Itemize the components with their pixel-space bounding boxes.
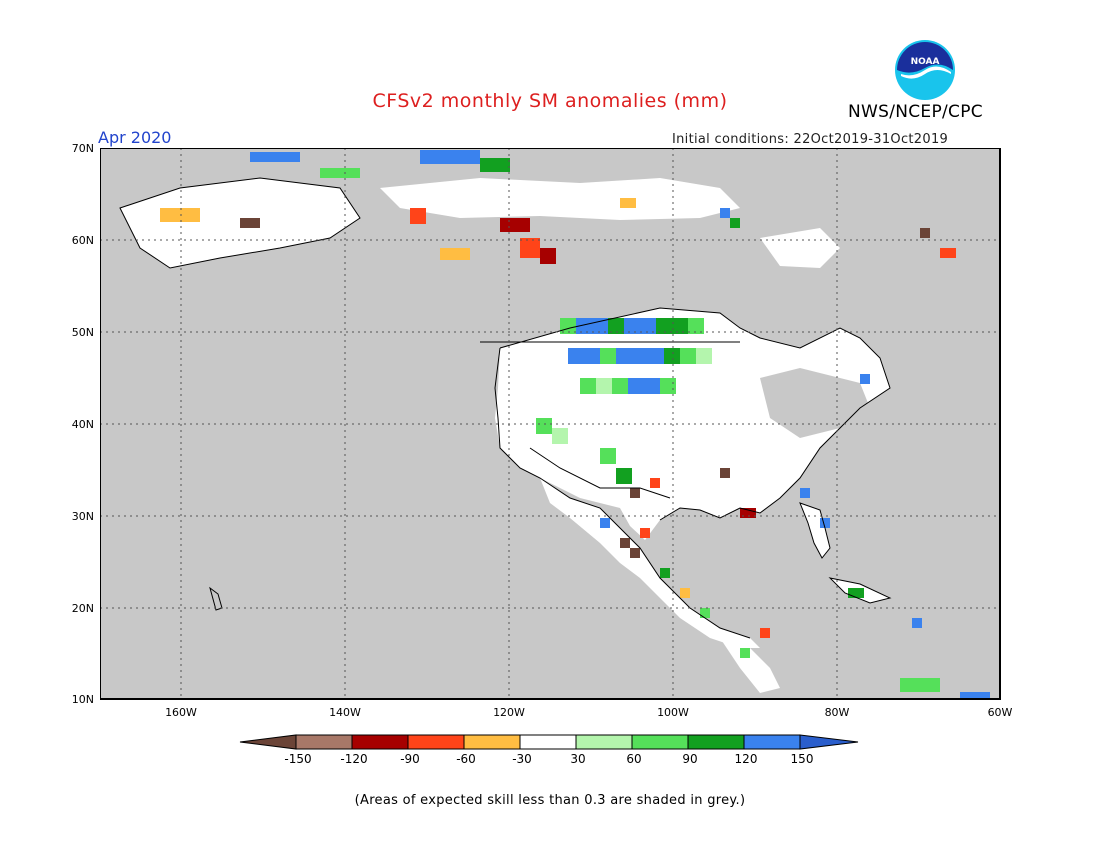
lat-label-70n: 70N (71, 142, 94, 155)
lat-label-40n: 40N (71, 418, 94, 431)
colorbar-segment (351, 734, 409, 750)
lon-label-100w: 100W (657, 706, 689, 719)
lat-label-10n: 10N (71, 693, 94, 706)
colorbar-segment (687, 734, 745, 750)
colorbar-label: -150 (284, 752, 312, 766)
colorbar-label: -30 (512, 752, 532, 766)
lon-label-80w: 80W (824, 706, 850, 719)
anomaly-cells (160, 150, 990, 698)
colorbar-segment (631, 734, 689, 750)
colorbar-label: 90 (682, 752, 698, 766)
map-panel (100, 148, 1001, 700)
colorbar-segment (239, 734, 297, 750)
land-grey-low-skill (420, 223, 870, 438)
lat-label-20n: 20N (71, 602, 94, 615)
colorbar-segment (463, 734, 521, 750)
colorbar-segment (519, 734, 577, 750)
skill-footnote: (Areas of expected skill less than 0.3 a… (354, 793, 746, 808)
colorbar (239, 734, 859, 750)
colorbar-label: 150 (790, 752, 814, 766)
colorbar-segment (743, 734, 801, 750)
colorbar-label: -60 (456, 752, 476, 766)
colorbar-segment (575, 734, 633, 750)
lon-label-160w: 160W (165, 706, 197, 719)
lat-label-50n: 50N (71, 326, 94, 339)
colorbar-segment (295, 734, 353, 750)
colorbar-segment (407, 734, 465, 750)
lon-label-60w: 60W (987, 706, 1013, 719)
colorbar-label: 120 (734, 752, 758, 766)
colorbar-label: 60 (626, 752, 642, 766)
initial-conditions: Initial conditions: 22Oct2019-31Oct2019 (672, 132, 949, 147)
lon-label-120w: 120W (493, 706, 525, 719)
lon-label-140w: 140W (329, 706, 361, 719)
forecast-period: Apr 2020 (98, 128, 172, 147)
colorbar-label: 30 (570, 752, 586, 766)
coastlines (119, 177, 892, 639)
graticule (100, 148, 1000, 699)
map-frame (100, 148, 1001, 700)
lat-label-30n: 30N (71, 510, 94, 523)
chart-title: CFSv2 monthly SM anomalies (mm) (372, 90, 728, 112)
lat-label-60n: 60N (71, 234, 94, 247)
colorbar-label: -120 (340, 752, 368, 766)
organization-label: NWS/NCEP/CPC (848, 102, 983, 122)
colorbar-segment (799, 734, 859, 750)
noaa-logo-text: NOAA (911, 57, 940, 67)
noaa-logo: NOAA (895, 40, 955, 100)
colorbar-label: -90 (400, 752, 420, 766)
